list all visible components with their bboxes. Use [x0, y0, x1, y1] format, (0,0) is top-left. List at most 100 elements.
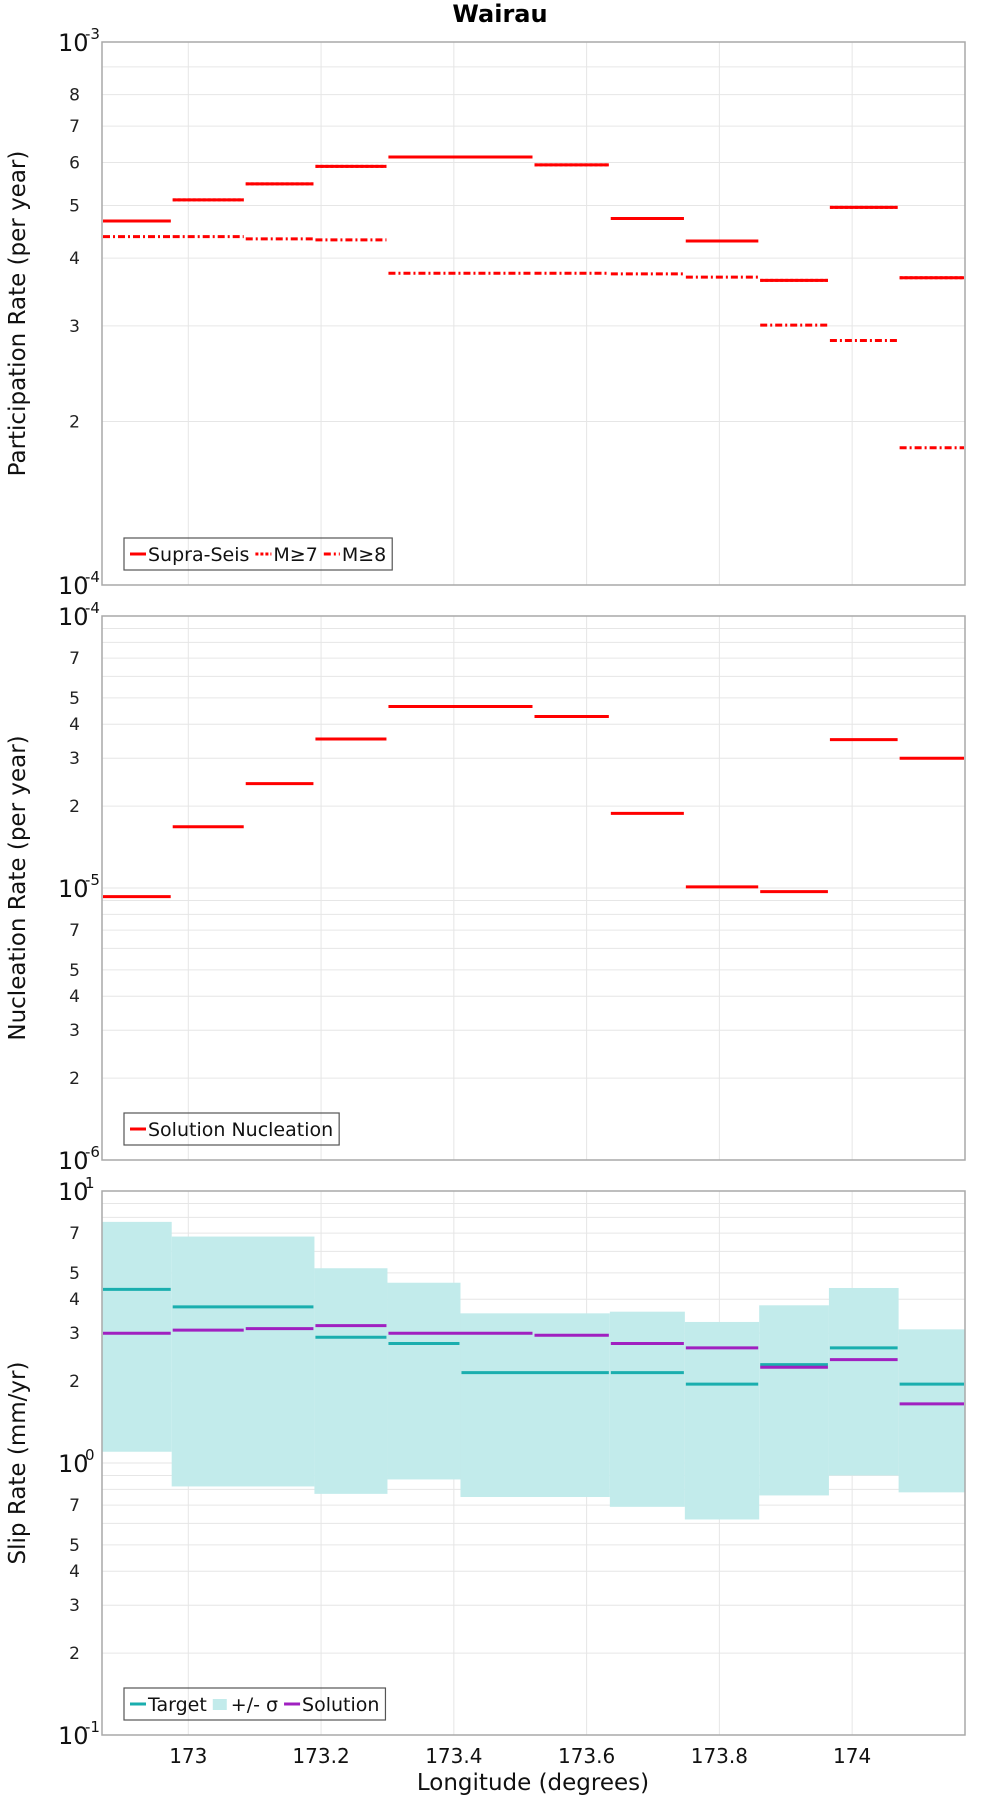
y-tick-label: 4	[69, 987, 80, 1007]
decade-base: 10	[58, 1722, 89, 1750]
legend-label: +/- σ	[231, 1694, 278, 1716]
y-tick-label: 2	[69, 413, 80, 433]
y-tick-label: 7	[69, 117, 80, 137]
y-decade-label: 10-4	[58, 599, 100, 631]
decade-base: 10	[58, 1178, 89, 1206]
band-segment	[609, 1311, 685, 1507]
y-tick-label: 4	[69, 249, 80, 269]
series-target	[103, 1287, 964, 1386]
series-m-8	[103, 235, 964, 450]
x-tick-label: 173.6	[558, 1744, 615, 1768]
y-decade-label: 10-6	[58, 1143, 100, 1175]
y-tick-label: 5	[69, 196, 80, 216]
decade-base: 10	[58, 1450, 89, 1478]
y-tick-label: 3	[69, 1324, 80, 1344]
y-tick-label: 3	[69, 749, 80, 769]
band-segment	[460, 1313, 610, 1497]
decade-exponent: -3	[85, 25, 100, 43]
band-segment	[759, 1305, 829, 1496]
legend-label: M≥7	[273, 544, 317, 566]
decade-exponent: -4	[85, 568, 100, 586]
plot-frame	[101, 41, 966, 586]
y-tick-label: 3	[69, 1596, 80, 1616]
x-tick-label: 174	[833, 1744, 871, 1768]
y-tick-label: 2	[69, 1644, 80, 1664]
y-tick-label: 6	[69, 153, 80, 173]
decade-base: 10	[58, 29, 89, 57]
legend: Target +/- σ Solution	[123, 1687, 387, 1721]
y-tick-label: 4	[69, 1562, 80, 1582]
y-axis-label: Participation Rate (per year)	[5, 151, 31, 477]
y-axis-label: Slip Rate (mm/yr)	[5, 1362, 31, 1565]
x-tick-label: 173	[169, 1744, 207, 1768]
y-tick-label: 4	[69, 715, 80, 735]
band-segment	[314, 1268, 388, 1494]
y-tick-label: 4	[69, 1290, 80, 1310]
plot-area	[102, 42, 965, 585]
y-tick-label: 8	[69, 86, 80, 106]
band-segment	[684, 1321, 760, 1520]
series-solution-nucleation	[103, 704, 964, 899]
y-decade-label: 101	[58, 1174, 95, 1206]
legend: Solution Nucleation	[123, 1112, 340, 1146]
decade-base: 10	[58, 1147, 89, 1175]
decade-base: 10	[58, 572, 89, 600]
decade-exponent: -6	[85, 1143, 100, 1161]
decade-exponent: -4	[85, 599, 100, 617]
decade-exponent: -1	[85, 1718, 100, 1736]
y-tick-label: 5	[69, 1264, 80, 1284]
legend-items: Target +/- σ Solution	[130, 1694, 379, 1716]
decade-exponent: -5	[85, 871, 100, 889]
legend-label: Solution	[302, 1694, 379, 1716]
y-tick-label: 7	[69, 1224, 80, 1244]
x-tick-label: 173.4	[425, 1744, 482, 1768]
legend-label: Target	[147, 1694, 207, 1716]
legend-label: Supra-Seis	[148, 544, 249, 566]
y-tick-label: 2	[69, 797, 80, 817]
y-tick-label: 7	[69, 921, 80, 941]
decade-base: 10	[58, 603, 89, 631]
y-tick-label: 5	[69, 1536, 80, 1556]
chart-title: Wairau	[452, 0, 547, 28]
band-segment	[898, 1329, 965, 1493]
legend-label: M≥8	[342, 544, 386, 566]
y-decade-label: 10-5	[58, 871, 100, 903]
y-tick-label: 5	[69, 689, 80, 709]
legend-items: Solution Nucleation	[130, 1119, 333, 1141]
band-segment	[171, 1236, 315, 1487]
y-decade-label: 10-1	[58, 1718, 100, 1750]
y-gridlines	[102, 42, 965, 586]
band-segment	[828, 1287, 899, 1476]
x-tick-label: 173.2	[292, 1744, 349, 1768]
legend-label: Solution Nucleation	[148, 1119, 333, 1141]
y-tick-label: 3	[69, 317, 80, 337]
legend-frame	[123, 1112, 340, 1146]
band-segment	[102, 1221, 172, 1452]
y-decade-label: 10-4	[58, 568, 100, 600]
x-tick-label: 173.8	[691, 1744, 748, 1768]
series-solution	[103, 1324, 964, 1406]
y-tick-label: 2	[69, 1372, 80, 1392]
y-tick-label: 3	[69, 1021, 80, 1041]
plot-frame	[101, 1190, 966, 1736]
band-segment	[387, 1282, 461, 1480]
legend-frame	[123, 1687, 387, 1721]
y-axis-label: Nucleation Rate (per year)	[5, 735, 31, 1040]
y-tick-label: 2	[69, 1069, 80, 1089]
legend-frame	[123, 537, 393, 571]
y-decade-label: 100	[58, 1446, 95, 1478]
y-decade-label: 10-3	[58, 25, 100, 57]
plot-frame	[101, 615, 966, 1161]
y-tick-label: 7	[69, 649, 80, 669]
y-gridlines	[102, 616, 965, 1161]
decade-base: 10	[58, 875, 89, 903]
legend: Supra-Seis M≥7 M≥8	[123, 537, 393, 571]
